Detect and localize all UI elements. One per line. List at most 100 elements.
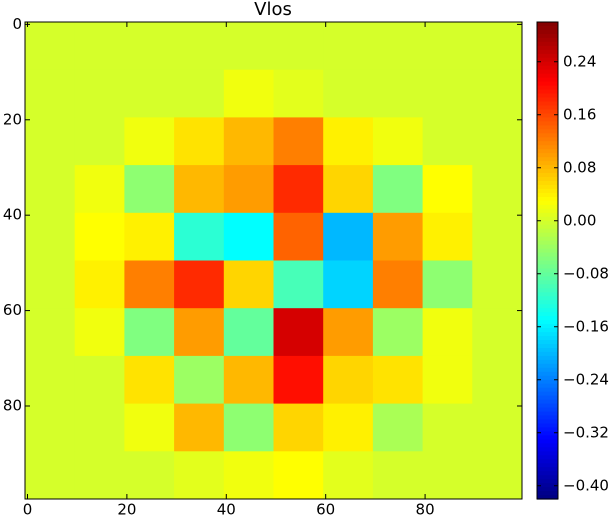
heat-cell <box>472 69 523 118</box>
heat-cell <box>124 212 175 261</box>
colorbar-band <box>537 371 558 377</box>
heat-cell <box>223 212 274 261</box>
chart-title: Vlos <box>254 0 292 20</box>
heat-cell <box>472 355 523 405</box>
heat-cell <box>323 403 374 452</box>
heat-cell <box>174 22 225 71</box>
colorbar-band <box>537 375 558 381</box>
heat-cell <box>74 117 125 166</box>
colorbar-band <box>537 467 558 472</box>
colorbar-band <box>537 483 558 488</box>
colorbar-tick-label: 0.08 <box>563 158 596 176</box>
heat-cell <box>323 22 374 71</box>
colorbar-tick-label: −0.16 <box>563 317 609 335</box>
colorbar-band <box>537 105 558 111</box>
colorbar-band <box>537 475 558 480</box>
colorbar-tick-label: 0.24 <box>563 52 596 70</box>
colorbar-band <box>537 61 558 67</box>
heat-cell <box>372 117 424 166</box>
heat-cell <box>174 69 225 118</box>
colorbar-band <box>537 69 558 75</box>
x-tick-label: 80 <box>416 501 435 519</box>
x-tick-label: 60 <box>316 501 335 519</box>
colorbar-band <box>537 93 558 99</box>
colorbar-band <box>537 355 558 361</box>
colorbar-band <box>537 113 558 118</box>
heat-cell <box>422 117 473 166</box>
colorbar-band <box>537 292 558 297</box>
colorbar-band <box>537 324 558 329</box>
heat-cell <box>323 69 374 118</box>
heat-cell <box>124 117 175 166</box>
heat-cell <box>273 69 324 118</box>
colorbar-band <box>537 244 558 250</box>
colorbar-band <box>537 407 558 413</box>
colorbar-band <box>537 236 558 242</box>
heat-cell <box>25 22 76 71</box>
heat-cell <box>273 260 324 309</box>
heat-cell <box>223 117 274 166</box>
heat-cell <box>223 355 274 405</box>
colorbar-band <box>537 220 558 226</box>
heat-cell <box>422 355 473 405</box>
colorbar-band <box>537 177 558 182</box>
colorbar-band <box>537 252 558 258</box>
colorbar-band <box>537 125 558 130</box>
colorbar-band <box>537 224 558 230</box>
colorbar-band <box>537 196 558 202</box>
heat-cell <box>223 22 274 71</box>
colorbar-tick-label: 0.16 <box>563 105 596 123</box>
colorbar-band <box>537 495 558 500</box>
colorbar-band <box>537 173 558 178</box>
heat-cell <box>273 451 324 500</box>
colorbar-band <box>537 491 558 496</box>
colorbar-band <box>537 97 558 103</box>
colorbar-band <box>537 181 558 186</box>
colorbar-band <box>537 133 558 138</box>
colorbar-band <box>537 141 558 146</box>
y-tick-label: 0 <box>12 15 22 33</box>
colorbar-band <box>537 347 558 353</box>
heat-cell <box>273 403 324 452</box>
heat-cell <box>273 355 324 405</box>
colorbar-band <box>537 272 558 277</box>
colorbar-band <box>537 89 558 95</box>
heat-cell <box>323 451 374 500</box>
heat-cell <box>273 308 324 357</box>
colorbar-band <box>537 157 558 162</box>
colorbar-band <box>537 264 558 270</box>
colorbar-band <box>537 212 558 218</box>
colorbar-tick-label: 0.00 <box>563 211 596 229</box>
heat-cell <box>422 22 473 71</box>
colorbar-band <box>537 137 558 142</box>
heat-cell <box>25 403 76 452</box>
heat-cell <box>323 212 374 261</box>
colorbar-band <box>537 487 558 492</box>
heat-cell <box>25 212 76 261</box>
colorbar-band <box>537 208 558 214</box>
heat-cell <box>25 260 76 309</box>
colorbar-band <box>537 161 558 166</box>
colorbar-band <box>537 320 558 325</box>
colorbar-band <box>537 33 558 39</box>
heat-cell <box>74 355 125 405</box>
colorbar-band <box>537 296 558 301</box>
colorbar-band <box>537 419 558 425</box>
colorbar-band <box>537 435 558 440</box>
heat-cell <box>25 165 76 214</box>
colorbar-band <box>537 300 558 305</box>
colorbar-band <box>537 395 558 401</box>
heat-cell <box>422 451 473 500</box>
colorbar-band <box>537 25 558 31</box>
heat-cell <box>472 22 523 71</box>
y-tick-label: 40 <box>3 206 22 224</box>
colorbar-band <box>537 204 558 210</box>
heat-cell <box>323 165 374 214</box>
x-tick-label: 40 <box>217 501 236 519</box>
heat-cell <box>273 212 324 261</box>
x-tick-label: 20 <box>117 501 136 519</box>
heat-cell <box>472 165 523 214</box>
colorbar-band <box>537 340 558 345</box>
colorbar-band <box>537 65 558 71</box>
